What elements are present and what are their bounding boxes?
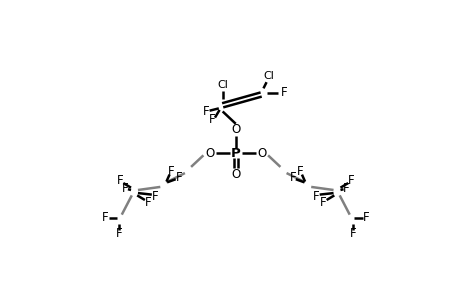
- Text: F: F: [152, 190, 159, 203]
- Text: F: F: [175, 171, 182, 184]
- Text: Cl: Cl: [263, 71, 274, 81]
- Text: O: O: [205, 146, 214, 160]
- Text: F: F: [121, 182, 128, 195]
- Text: F: F: [349, 226, 355, 240]
- Text: F: F: [289, 171, 296, 184]
- Text: O: O: [230, 123, 240, 136]
- Text: O: O: [230, 168, 240, 181]
- Text: F: F: [202, 105, 208, 118]
- Text: F: F: [117, 174, 123, 187]
- Text: F: F: [101, 211, 108, 224]
- Text: F: F: [208, 113, 215, 126]
- Text: F: F: [144, 196, 151, 209]
- Text: F: F: [280, 86, 287, 100]
- Text: F: F: [115, 226, 122, 240]
- Text: F: F: [312, 190, 319, 203]
- Text: O: O: [257, 146, 266, 160]
- Text: F: F: [363, 211, 369, 224]
- Text: Cl: Cl: [217, 80, 228, 90]
- Text: F: F: [319, 196, 326, 209]
- Text: F: F: [342, 182, 349, 195]
- Text: P: P: [230, 146, 240, 160]
- Text: F: F: [347, 174, 354, 187]
- Text: F: F: [168, 165, 174, 178]
- Text: F: F: [297, 165, 303, 178]
